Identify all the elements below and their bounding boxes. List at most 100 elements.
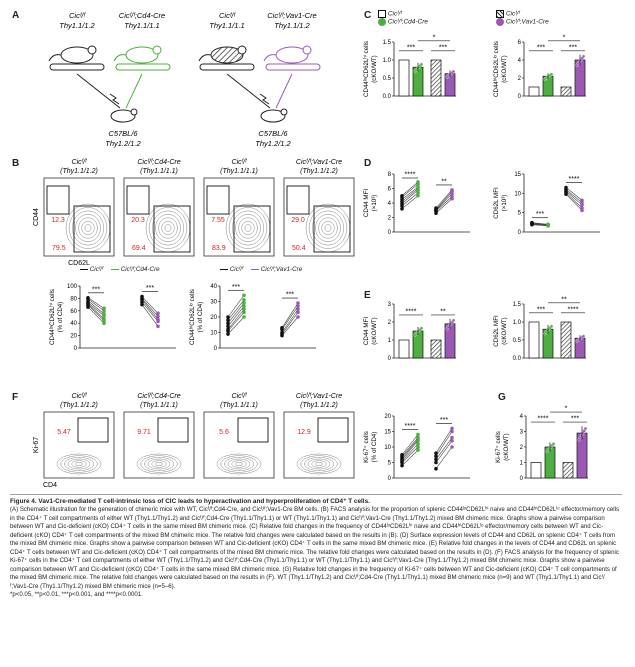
B-lower-left-pair-line-0-6 — [87, 306, 105, 324]
D-right-ytick-label-3: 15 — [514, 172, 521, 178]
B-lower-right-pair-line-0-6 — [227, 295, 245, 318]
facs-b-contour-0-6 — [84, 224, 92, 232]
donor-mouse-wt-1 — [48, 45, 105, 71]
B-lower-right-pair-line-1-3 — [281, 305, 299, 330]
legend-c-right: Cicᶠ/ᶠ Cicᶠ/ᶠ;Vav1-Cre — [496, 10, 549, 26]
facs-f-contour-1-1 — [140, 455, 178, 473]
panel-label-e: E — [364, 290, 371, 301]
D-right-pair-line-0-5 — [531, 223, 549, 226]
legend-cd4-swatch — [378, 18, 386, 26]
figure-4: A C B D E F G — [12, 10, 600, 489]
facs-b-gate-bottom-3 — [313, 205, 351, 253]
E-right-sig-label-1: **** — [568, 306, 579, 313]
B-lower-right-point-before-0-0 — [226, 332, 230, 336]
legend-b-wt-label: Cicᶠ/ᶠ — [89, 266, 104, 273]
facs-b-frame-2 — [203, 177, 275, 257]
facs-f-contour-2-3 — [227, 458, 251, 470]
facs-b-contour-1-2 — [152, 210, 184, 246]
C-right-ytick-label-1: 2 — [518, 76, 522, 82]
facs-b-gate-top-0 — [46, 185, 70, 215]
facs-b-frame-1 — [123, 177, 195, 257]
B-lower-left-pair-line-1-3 — [141, 301, 159, 322]
B-lower-right-point-after-1-2 — [296, 307, 300, 312]
facs-f-contour-0-2 — [64, 457, 94, 471]
G-ylabel-0: Ki-67⁺ cells — [495, 431, 502, 463]
facs-b-contour-2-6 — [244, 224, 252, 232]
facs-f-contour-1-0 — [136, 453, 182, 475]
D-right-ylabel-0: CD62L MFI — [493, 187, 500, 219]
F-right-point-before-0-0 — [400, 463, 404, 468]
facs-b-gate-top-1 — [126, 185, 150, 215]
F-right-point-after-0-2 — [416, 442, 420, 446]
C-left-ylabel-1: (cKO/WT) — [371, 55, 378, 83]
donor-1-thy: Thy1.1/1.2 — [59, 21, 95, 30]
facs-f-contour-3-0 — [296, 453, 342, 475]
facs-f-contour-1-4 — [151, 460, 167, 468]
B-lower-left-point-after-1-0 — [156, 311, 160, 316]
legend-b-cd4-line — [110, 268, 119, 270]
G-bar-2 — [562, 462, 574, 479]
B-lower-right-ytick-label-2: 20 — [210, 315, 217, 321]
legend-b-wt2-line — [220, 268, 228, 270]
C-right-sig-label-2: * — [563, 34, 566, 41]
facs-f-contour-1-5 — [155, 462, 163, 466]
facs-f-frame-1 — [123, 411, 195, 479]
figure-caption: Figure 4. Vav1-Cre-mediated T cell-intri… — [10, 498, 622, 599]
G-bar-0 — [530, 462, 542, 479]
facs-b-top-value-2: 7.55 — [211, 217, 225, 224]
D-left-point-after-1-4 — [450, 188, 454, 192]
facs-b-contour-1-1 — [148, 207, 188, 249]
D-right-sig-label-0: *** — [536, 211, 544, 218]
facs-b-gate-bottom-1 — [153, 205, 191, 253]
B-lower-left-point-after-0-3 — [102, 313, 106, 318]
facs-b-subtitle-1: (Thy1.1/1.1) — [140, 168, 178, 175]
F-right-pair-line-1-3 — [435, 431, 453, 457]
facs-f-frame-2 — [203, 411, 275, 479]
E-left-ytick-label-2: 2 — [388, 320, 392, 326]
B-lower-right-pair-line-1-1 — [281, 312, 299, 335]
C-left-bar-point-3-5 — [451, 69, 456, 74]
D-left-pair-line-1-2 — [435, 193, 453, 211]
D-left-ytick-label-3: 6 — [388, 187, 392, 193]
F-right-pair-line-0-0 — [401, 449, 419, 466]
F-right-point-after-1-1 — [450, 439, 454, 443]
F-right-point-after-1-3 — [450, 429, 454, 434]
facs-b-contour-3-3 — [315, 214, 341, 242]
B-lower-right-point-after-1-3 — [296, 304, 300, 308]
B-lower-left-ylabel-0: CD44ˡᵒCD62Lʰⁱ cells — [48, 289, 56, 345]
facs-b-top-value-0: 12.3 — [51, 217, 65, 224]
D-left-pair-line-0-5 — [401, 183, 419, 198]
facs-b-frame-3 — [283, 177, 355, 257]
B-lower-right-pair-line-0-3 — [227, 305, 245, 327]
F-right-point-before-1-3 — [434, 454, 438, 459]
facs-f-title-2: Cicᶠ/ᶠ — [232, 393, 248, 400]
F-right-point-before-0-6 — [400, 452, 404, 457]
B-lower-right-point-before-1-2 — [280, 330, 284, 335]
schematic-panel-a: Cicᶠ/ᶠ Thy1.1/1.2 Cicᶠ/ᶠ;Cd4-Cre Thy1.1/… — [48, 11, 321, 148]
B-lower-right-point-before-0-3 — [226, 324, 230, 329]
facs-b-frame-0 — [43, 177, 115, 257]
D-left-sig-label-1: ** — [441, 178, 447, 185]
F-right-point-after-0-1 — [416, 445, 420, 449]
E-right-sig-label-0: *** — [537, 306, 545, 313]
E-right-ytick-label-3: 1.5 — [513, 302, 522, 308]
B-lower-left-pair-line-1-2 — [141, 299, 159, 320]
B-lower-right-point-before-0-6 — [226, 315, 230, 319]
D-right-pair-line-1-4 — [565, 193, 583, 211]
facs-b-contour-0-5 — [81, 220, 95, 236]
B-lower-left-pair-line-1-1 — [141, 298, 159, 317]
F-right-point-after-1-2 — [450, 435, 454, 440]
D-left-pair-line-1-1 — [435, 196, 453, 212]
facs-f-frame-0 — [43, 411, 115, 479]
facs-b-contour-3-2 — [312, 210, 344, 246]
donor-3-thy: Thy1.1/1.1 — [209, 21, 244, 30]
G-ytick-label-0: 0 — [520, 476, 524, 482]
D-left-point-after-0-6 — [416, 180, 420, 184]
B-lower-right-pair-line-1-0 — [281, 316, 299, 336]
B-lower-right-point-after-0-0 — [242, 315, 246, 319]
facs-f-contour-0-5 — [75, 462, 83, 466]
B-lower-left-pair-line-1-4 — [141, 304, 159, 327]
facs-f-gate-0 — [77, 417, 109, 443]
panel-label-g: G — [498, 392, 506, 403]
C-left-ylabel-0: CD44ˡᵒCD62Lʰⁱ cells — [362, 41, 370, 97]
